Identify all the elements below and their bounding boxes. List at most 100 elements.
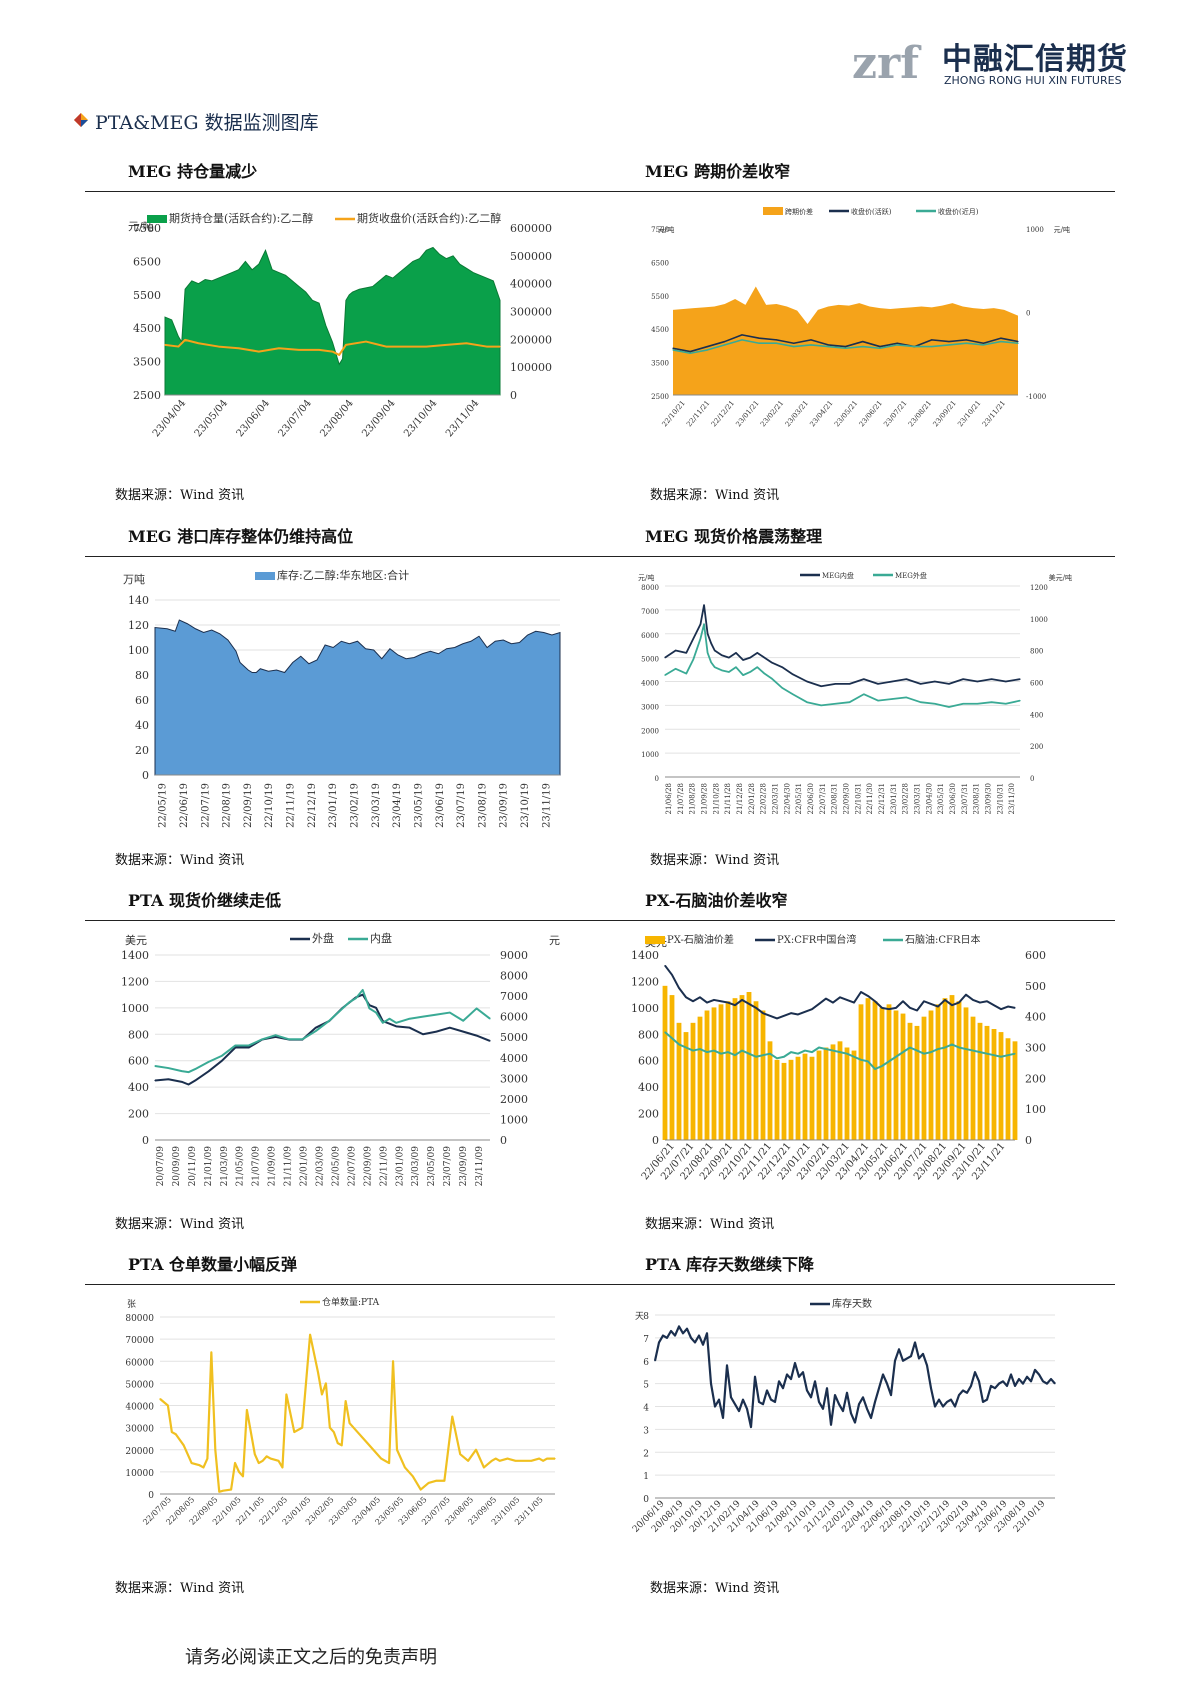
series-0-point-38 xyxy=(806,1389,808,1392)
series-1-point-10 xyxy=(275,1034,277,1036)
x-tick-label: 23/10/04 xyxy=(402,398,439,439)
series-1-point-23 xyxy=(825,998,827,1000)
y-tick-label: 30000 xyxy=(125,1425,154,1435)
x-tick-label: 22/09/09 xyxy=(363,1146,373,1187)
series-0-point-2 xyxy=(662,1334,664,1337)
series-0-point-21 xyxy=(266,1455,268,1457)
series-0-point-32 xyxy=(991,678,993,680)
series-1-point-18 xyxy=(465,342,468,344)
chart-title-2: MEG 跨期价差收窄 xyxy=(645,162,791,181)
series-0-point-23 xyxy=(395,1025,397,1027)
y-tick-label: 2 xyxy=(643,1449,649,1459)
series-2-point-3 xyxy=(724,344,726,346)
series-1-point-18 xyxy=(362,989,364,991)
series-0-point-84 xyxy=(990,1385,992,1387)
logo-mark-icon: zrf xyxy=(852,38,922,88)
series-1-point-12 xyxy=(301,1038,303,1040)
series-0-point-50 xyxy=(443,1480,445,1482)
series-1-point-29 xyxy=(948,706,950,708)
y-tick-label: 8000 xyxy=(641,584,659,592)
series-1-point-3 xyxy=(724,340,726,343)
chart-title-7: PTA 仓单数量小幅反弹 xyxy=(128,1255,298,1274)
series-0-point-76 xyxy=(958,1394,960,1396)
series-1-point-42 xyxy=(958,1001,960,1004)
series-0-point-64 xyxy=(538,1458,540,1460)
series-1-point-4 xyxy=(194,1068,196,1070)
series-1-point-34 xyxy=(902,1000,904,1002)
x-tick-label: 23/11/09 xyxy=(475,1146,485,1187)
series-1-point-20 xyxy=(804,1011,806,1013)
series-0-point-25 xyxy=(754,1376,756,1378)
y2-tick-label: 0 xyxy=(1025,1134,1032,1147)
series-0-point-68 xyxy=(926,1364,928,1366)
series-1-point-2 xyxy=(678,987,680,989)
series-1-point-17 xyxy=(783,1015,785,1017)
series-2-point-10 xyxy=(734,1054,736,1056)
series-2-point-17 xyxy=(965,342,967,344)
y-tick-label: 6500 xyxy=(651,259,669,267)
series-0-point-52 xyxy=(862,1396,864,1398)
series-2-point-1 xyxy=(689,352,691,354)
y-tick-label: 7 xyxy=(643,1335,649,1345)
series-2-point-30 xyxy=(874,1068,876,1070)
series-1-point-8 xyxy=(248,1044,250,1047)
x-tick-label: 23/03/19 xyxy=(371,783,382,828)
series-0-point-23 xyxy=(277,1460,280,1462)
series-0-bar-38 xyxy=(928,1010,934,1140)
series-1-point-30 xyxy=(489,1018,491,1020)
series-0-point-29 xyxy=(476,1035,478,1037)
series-1-point-19 xyxy=(806,701,808,703)
series-2-point-16 xyxy=(948,344,950,346)
y-tick-label: 1200 xyxy=(631,975,659,988)
series-2-point-28 xyxy=(860,1059,862,1061)
x-tick-label: 23/10/31 xyxy=(996,783,1004,814)
series-0-bar-46 xyxy=(984,1025,990,1140)
series-0-point-10 xyxy=(694,1341,696,1344)
series-1-point-24 xyxy=(409,1018,411,1020)
series-0-point-67 xyxy=(922,1353,924,1355)
series-0-point-62 xyxy=(526,1460,528,1462)
series-1-point-5 xyxy=(238,347,240,349)
y-tick-label: 4000 xyxy=(641,680,659,688)
legend-label-0: 仓单数量:PTA xyxy=(322,1296,380,1308)
series-2-point-44 xyxy=(972,1049,974,1052)
x-tick-label: 23/08/19 xyxy=(477,783,488,828)
series-1-point-8 xyxy=(720,1000,722,1002)
legend-label-0: 库存:乙二醇:华东地区:合计 xyxy=(277,568,409,582)
y2-axis-label: 美元/吨 xyxy=(1049,573,1072,582)
x-tick-label: 23/09/30 xyxy=(984,783,992,814)
series-0-point-50 xyxy=(854,1421,856,1424)
x-tick-label: 22/02/28 xyxy=(760,783,768,814)
series-0-point-29 xyxy=(770,1399,772,1401)
y-tick-label: 400 xyxy=(638,1081,659,1094)
y2-tick-label: 400 xyxy=(1025,1011,1046,1024)
chart-title-4: MEG 现货价格震荡整理 xyxy=(645,527,823,546)
series-1-point-4 xyxy=(741,334,743,336)
y2-tick-label: 0 xyxy=(510,389,517,402)
chart-px-naphtha-spread: 0 200 400 600 800 1000 1200 1400 0 100 200 300 400 50… xyxy=(625,930,1080,1205)
series-0-point-48 xyxy=(846,1392,848,1394)
series-1-point-21 xyxy=(834,703,836,705)
series-0-bar-27 xyxy=(851,1050,857,1140)
series-0-point-28 xyxy=(309,1334,311,1336)
y2-tick-label: 0 xyxy=(500,1134,507,1147)
series-0-point-66 xyxy=(546,1458,548,1460)
y-tick-label: 20 xyxy=(135,744,149,757)
series-0-point-52 xyxy=(459,1453,461,1455)
series-1-point-34 xyxy=(1019,700,1021,702)
y2-tick-label: 0 xyxy=(1026,310,1030,318)
series-2-point-31 xyxy=(881,1065,883,1067)
series-0-bar-5 xyxy=(697,1016,703,1140)
y-tick-label: 600 xyxy=(638,1055,659,1068)
series-1-point-0 xyxy=(664,964,666,967)
series-0-point-63 xyxy=(906,1357,908,1360)
series-0-point-86 xyxy=(998,1383,1000,1385)
y2-tick-label: 100 xyxy=(1025,1103,1046,1116)
series-0-point-24 xyxy=(409,1027,411,1029)
series-1-point-4 xyxy=(692,1000,694,1002)
series-2-point-29 xyxy=(867,1060,869,1062)
series-0-point-0 xyxy=(654,1360,656,1362)
series-1-point-6 xyxy=(775,339,778,341)
x-tick-label: 23/05/31 xyxy=(937,783,945,814)
series-0-point-3 xyxy=(187,1083,190,1086)
